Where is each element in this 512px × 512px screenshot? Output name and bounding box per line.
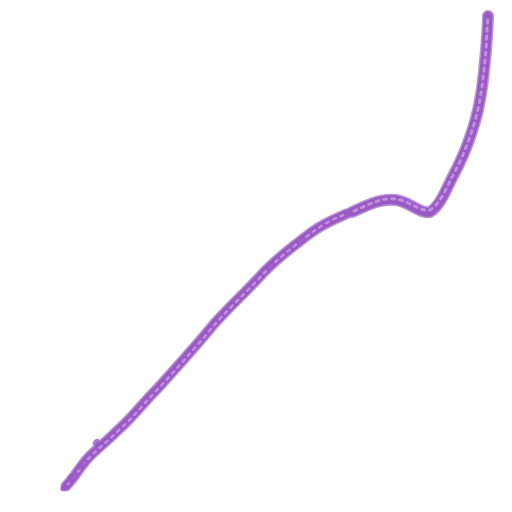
tissue-strip-texture-upper	[352, 16, 490, 213]
tissue-fragment	[77, 462, 87, 470]
tissue-fragment	[60, 484, 68, 492]
tissue-strip-texture	[66, 213, 346, 486]
tissue-fragments	[60, 210, 352, 492]
tissue-fragment	[66, 473, 78, 483]
tissue-fragment	[264, 261, 276, 271]
tissue-fragment	[295, 236, 305, 244]
tissue-fragment	[344, 210, 352, 218]
tissue-fragment	[92, 438, 100, 446]
